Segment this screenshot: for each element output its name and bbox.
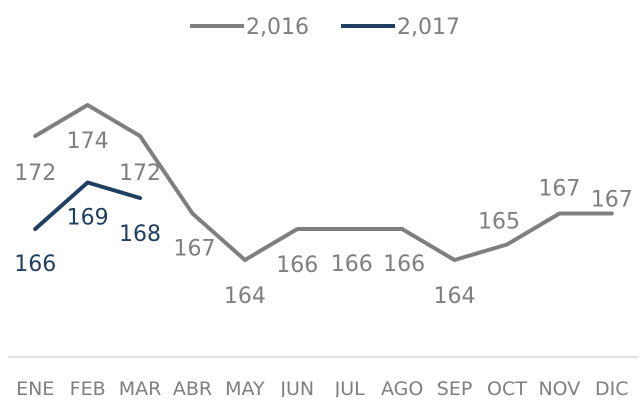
data-label-layer: 172 174 172 167 164 166 166 166 164 165 167 167 166 1… (14, 129, 633, 309)
data-label: 167 (538, 177, 580, 202)
x-tick-label: FEB (70, 378, 106, 397)
legend-item: 2,017 (341, 15, 460, 40)
x-tick-label: JUL (334, 378, 366, 397)
x-tick-labels: ENE FEB MAR ABR MAY JUN JUL AGO SEP OCT NOV DIC (16, 378, 628, 397)
data-label: 172 (119, 161, 161, 186)
data-label: 167 (173, 237, 215, 262)
x-tick-label: NOV (538, 378, 580, 397)
data-label: 172 (14, 161, 56, 186)
data-label: 166 (14, 252, 56, 277)
x-tick-label: DIC (595, 378, 629, 397)
x-tick-label: ENE (16, 378, 54, 397)
x-tick-label: MAR (119, 378, 162, 397)
data-label: 174 (67, 129, 109, 154)
data-label: 165 (478, 210, 520, 235)
x-tick-label: JUN (279, 378, 314, 397)
x-tick-label: AGO (381, 378, 423, 397)
data-label: 166 (276, 253, 318, 278)
data-label: 166 (383, 252, 425, 277)
legend-label: 2,016 (246, 15, 309, 40)
data-label: 164 (224, 284, 266, 309)
x-tick-label: MAY (225, 378, 265, 397)
legend-item: 2,016 (190, 15, 309, 40)
legend-label: 2,017 (397, 15, 460, 40)
x-tick-label: OCT (487, 378, 527, 397)
data-label: 166 (331, 252, 373, 277)
x-tick-label: ABR (173, 378, 212, 397)
data-label: 164 (434, 284, 476, 309)
x-tick-label: SEP (437, 378, 473, 397)
data-label: 169 (67, 206, 109, 231)
data-label: 168 (119, 222, 161, 247)
data-label: 167 (591, 188, 633, 213)
legend: 2,016 2,017 (190, 15, 460, 40)
